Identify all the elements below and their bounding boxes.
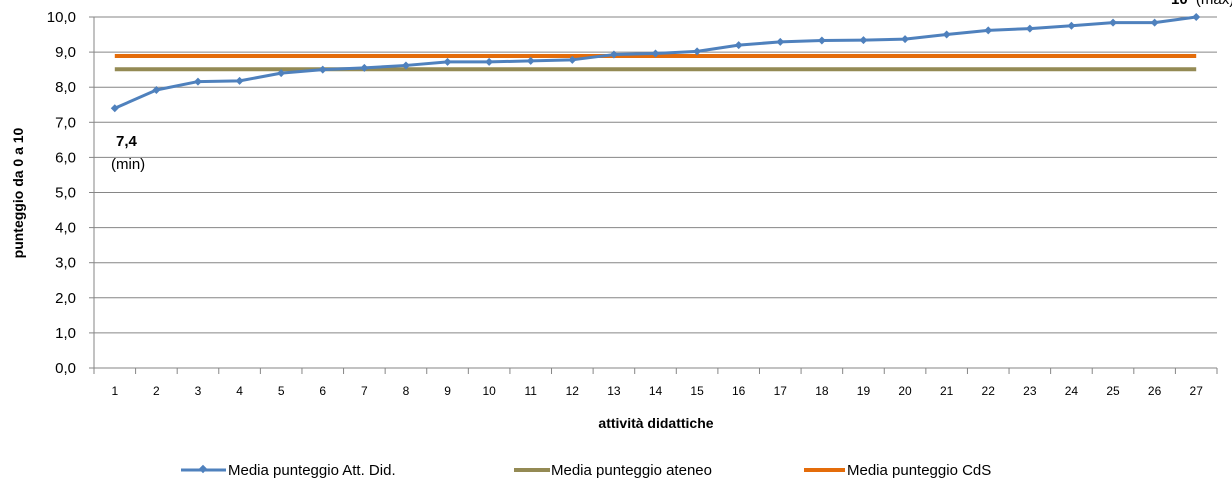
data-point — [1151, 19, 1159, 27]
x-tick-label: 27 — [1190, 384, 1204, 398]
min-annotation: 7,4 (min) — [111, 133, 145, 173]
x-tick-label: 5 — [278, 384, 285, 398]
legend: Media punteggio Att. Did. Media punteggi… — [181, 462, 991, 479]
x-tick-label: 18 — [815, 384, 829, 398]
legend-item-ateneo: Media punteggio ateneo — [514, 462, 712, 479]
y-tick-label: 1,0 — [55, 325, 76, 342]
x-tick-label: 19 — [857, 384, 871, 398]
data-point — [818, 37, 826, 45]
data-point — [859, 36, 867, 44]
data-point — [319, 66, 327, 74]
x-tick-label: 26 — [1148, 384, 1162, 398]
data-point — [485, 58, 493, 66]
max-value-label: 10 — [1171, 0, 1188, 8]
legend-label-att-did: Media punteggio Att. Did. — [228, 462, 396, 479]
y-tick-label: 3,0 — [55, 255, 76, 272]
data-point — [194, 78, 202, 86]
y-axis-title: punteggio da 0 a 10 — [10, 127, 26, 258]
min-tag-label: (min) — [111, 156, 145, 173]
x-tick-label: 20 — [898, 384, 912, 398]
x-tick-label: 10 — [482, 384, 496, 398]
legend-item-att-did: Media punteggio Att. Did. — [181, 462, 396, 479]
x-tick-label: 15 — [690, 384, 704, 398]
legend-label-ateneo: Media punteggio ateneo — [551, 462, 712, 479]
x-tick-label: 11 — [524, 384, 537, 398]
series-line-att-did — [115, 17, 1196, 108]
x-tick-label: 6 — [319, 384, 326, 398]
y-tick-label: 6,0 — [55, 149, 76, 166]
legend-label-cds: Media punteggio CdS — [847, 462, 991, 479]
y-tick-label: 2,0 — [55, 290, 76, 307]
data-point — [1109, 19, 1117, 27]
x-tick-label: 25 — [1106, 384, 1120, 398]
x-tick-label: 24 — [1065, 384, 1079, 398]
series-group — [111, 13, 1200, 112]
x-tick-label: 1 — [111, 384, 118, 398]
legend-marker-att-did — [199, 465, 207, 473]
x-tick-label: 2 — [153, 384, 160, 398]
x-tick-label: 7 — [361, 384, 368, 398]
x-tick-label: 21 — [940, 384, 954, 398]
max-annotation-label: 10 (max) — [1171, 0, 1232, 8]
y-tick-label: 8,0 — [55, 79, 76, 96]
gridlines — [94, 17, 1217, 333]
x-tick-label: 16 — [732, 384, 746, 398]
legend-item-cds: Media punteggio CdS — [804, 462, 991, 479]
data-point — [444, 58, 452, 66]
data-point — [735, 41, 743, 49]
y-tick-label: 5,0 — [55, 185, 76, 202]
y-tick-label: 7,0 — [55, 114, 76, 131]
x-tick-label: 4 — [236, 384, 243, 398]
x-tick-label: 8 — [403, 384, 410, 398]
data-point — [527, 57, 535, 65]
data-point — [943, 31, 951, 39]
data-point — [776, 38, 784, 46]
data-point — [901, 35, 909, 43]
y-tick-label: 0,0 — [55, 360, 76, 377]
max-tag-label: (max) — [1196, 0, 1232, 8]
max-annotation: 10 (max) — [1171, 0, 1232, 8]
data-point — [1192, 13, 1200, 21]
data-point — [984, 26, 992, 34]
x-tick-label: 22 — [982, 384, 996, 398]
x-tick-label: 12 — [566, 384, 580, 398]
data-point — [236, 77, 244, 85]
x-tick-label: 13 — [607, 384, 621, 398]
x-tick-label: 3 — [195, 384, 202, 398]
min-value-label: 7,4 — [116, 133, 138, 150]
y-tick-label: 4,0 — [55, 220, 76, 237]
data-point — [1026, 25, 1034, 33]
x-tick-label: 14 — [649, 384, 663, 398]
y-tick-label: 10,0 — [47, 9, 76, 26]
data-point — [1067, 22, 1075, 30]
x-tick-label: 9 — [444, 384, 451, 398]
y-tick-label: 9,0 — [55, 44, 76, 61]
x-tick-label: 23 — [1023, 384, 1037, 398]
x-axis-title: attività didattiche — [598, 415, 713, 431]
x-tick-label: 17 — [774, 384, 788, 398]
